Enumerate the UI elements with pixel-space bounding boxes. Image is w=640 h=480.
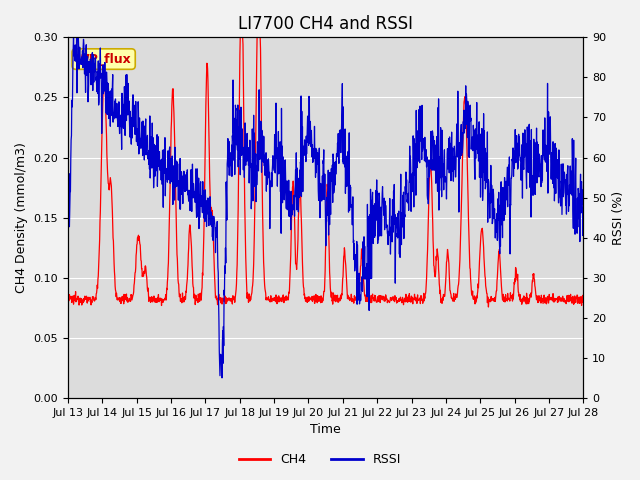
Text: WP_flux: WP_flux [76,53,131,66]
Y-axis label: RSSI (%): RSSI (%) [612,191,625,245]
X-axis label: Time: Time [310,423,341,436]
Title: LI7700 CH4 and RSSI: LI7700 CH4 and RSSI [238,15,413,33]
Legend: CH4, RSSI: CH4, RSSI [234,448,406,471]
Y-axis label: CH4 Density (mmol/m3): CH4 Density (mmol/m3) [15,142,28,293]
